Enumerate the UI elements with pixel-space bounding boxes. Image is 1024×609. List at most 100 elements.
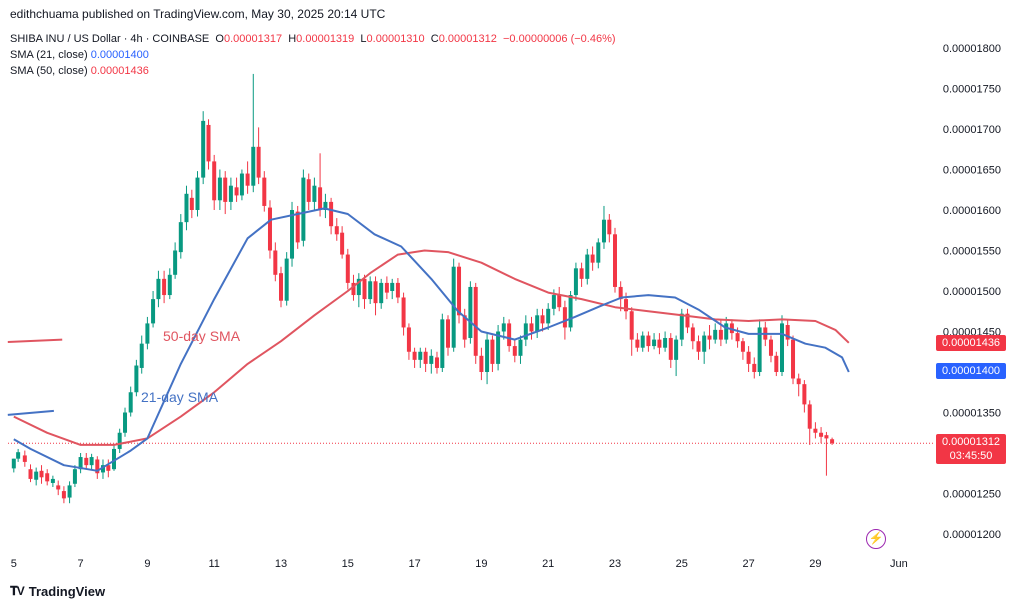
candle-body: [573, 268, 578, 296]
candle-body: [774, 355, 779, 372]
x-axis[interactable]: 5 7 9 11 13 15 17 19 21 23 25 27 29 Jun: [11, 558, 908, 570]
candle-body: [551, 295, 556, 309]
candle-body: [535, 315, 540, 332]
candle-body: [735, 333, 740, 342]
candle-body: [145, 323, 150, 344]
candle-body: [568, 295, 573, 328]
y-tick-label: 0.00001550: [943, 246, 1001, 258]
candle-body: [496, 331, 501, 364]
lightning-icon[interactable]: ⚡: [866, 529, 886, 549]
candle-body: [740, 341, 745, 352]
candle-body: [785, 325, 790, 340]
bar-countdown: 03:45:50: [949, 450, 993, 462]
x-tick-label: 19: [475, 558, 487, 570]
candle-body: [791, 339, 796, 379]
sma50-value: 0.00001436: [90, 65, 149, 77]
candle-body: [262, 177, 267, 206]
candle-body: [518, 339, 523, 356]
candle-body: [807, 404, 812, 429]
y-tick-label: 0.00001650: [943, 165, 1001, 177]
candle-body: [34, 471, 39, 480]
candle-body: [485, 339, 490, 372]
candle-body: [128, 392, 133, 413]
sma21-line: [13, 207, 850, 472]
candle-body: [22, 455, 27, 462]
candle-body: [690, 327, 695, 342]
candle-body: [457, 266, 462, 316]
change-value: −0.00000006 (−0.46%): [503, 33, 616, 45]
candle-body: [345, 254, 350, 283]
candle-body: [490, 339, 495, 364]
tradingview-logo: 𝐓V TradingView: [10, 584, 105, 599]
candle-body: [267, 207, 272, 251]
candle-body: [768, 339, 773, 356]
x-tick-label: 11: [208, 558, 219, 570]
candle-body: [507, 323, 512, 347]
candle-body: [39, 470, 44, 478]
candle-body: [757, 327, 762, 372]
sma21-legend-stub: [7, 409, 54, 416]
y-tick-label: 0.00001500: [943, 286, 1001, 298]
candle-body: [446, 319, 450, 348]
x-tick-label: 9: [144, 558, 150, 570]
candle-body: [89, 457, 94, 466]
y-tick-label: 0.00001350: [943, 408, 1001, 420]
x-tick-label: Jun: [890, 558, 908, 570]
candles: [11, 73, 835, 504]
y-tick-label: 0.00001200: [943, 529, 1001, 541]
candle-body: [752, 363, 757, 372]
candle-body: [696, 341, 701, 352]
candle-body: [234, 187, 239, 196]
high-label: H: [288, 33, 297, 45]
candle-body: [713, 329, 718, 340]
candle-body: [50, 478, 55, 483]
candle-body: [819, 432, 824, 437]
low-label: L: [360, 33, 367, 45]
candle-body: [156, 278, 161, 300]
candle-body: [201, 120, 206, 178]
open-label: O: [215, 33, 224, 45]
y-tick-label: 0.00001700: [943, 124, 1001, 136]
candle-body: [256, 146, 261, 178]
x-tick-label: 25: [676, 558, 688, 570]
sma21-legend[interactable]: SMA (21, close) 0.00001400: [10, 49, 149, 61]
candle-body: [529, 323, 534, 332]
candle-body: [356, 278, 361, 296]
candle-body: [718, 329, 723, 340]
last-price-value: 0.00001312: [941, 436, 1001, 448]
candle-body: [239, 173, 244, 196]
candle-body: [279, 273, 283, 301]
candle-body: [16, 452, 21, 459]
x-tick-label: 17: [408, 558, 420, 570]
candle-body: [724, 323, 729, 340]
candle-body: [668, 337, 673, 360]
last-price-tag: 0.00001312 03:45:50: [936, 434, 1006, 464]
candle-body: [334, 226, 339, 235]
candle-body: [84, 457, 89, 466]
candle-body: [462, 315, 467, 340]
sma50-line: [13, 249, 850, 446]
candle-body: [601, 219, 606, 243]
candle-body: [412, 351, 417, 360]
x-tick-label: 21: [542, 558, 554, 570]
candle-body: [780, 323, 784, 372]
y-tick-label: 0.00001750: [943, 84, 1001, 96]
candle-body: [523, 323, 528, 340]
sma50-legend[interactable]: SMA (50, close) 0.00001436: [10, 65, 149, 77]
candle-body: [139, 343, 144, 368]
candle-body: [646, 335, 651, 347]
candle-body: [512, 346, 517, 356]
high-value: 0.00001319: [296, 33, 355, 45]
candle-body: [56, 485, 61, 490]
candle-body: [351, 282, 356, 296]
candle-body: [624, 299, 629, 312]
y-axis[interactable]: 0.00001800 0.00001750 0.00001700 0.00001650…: [943, 43, 1001, 541]
x-tick-label: 23: [609, 558, 621, 570]
candle-body: [635, 339, 640, 348]
candle-body: [45, 473, 50, 482]
candle-body: [368, 281, 373, 300]
candle-body: [685, 313, 690, 328]
candle-body: [245, 173, 250, 186]
candle-body: [362, 278, 367, 300]
